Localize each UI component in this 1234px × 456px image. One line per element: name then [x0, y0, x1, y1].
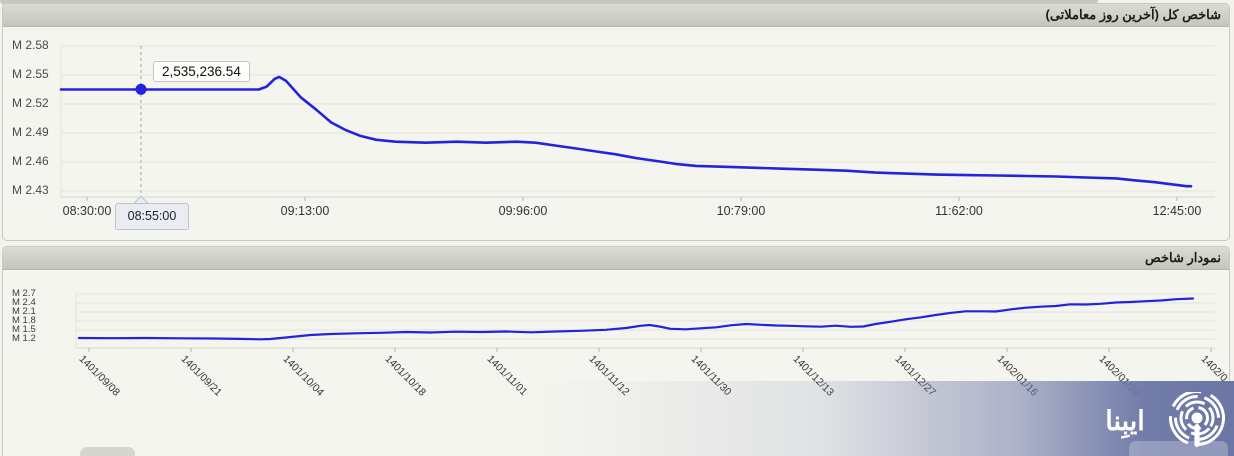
- y-axis-label: M 2.49: [12, 125, 49, 139]
- x-axis-label: 12:45:00: [1152, 204, 1202, 218]
- x-axis-label: 10:79:00: [716, 204, 766, 218]
- y-axis-label: M 2.43: [12, 183, 49, 197]
- y-axis-label: M 2.46: [12, 154, 49, 168]
- x-axis-label: 09:96:00: [498, 204, 548, 218]
- y-axis-label: M 1.2: [12, 333, 36, 344]
- y-axis-label: M 2.55: [12, 67, 49, 81]
- panel-total-index-header: شاخص کل (آخرین روز معاملاتی): [3, 4, 1229, 27]
- y-axis-label: M 1.5: [12, 324, 36, 335]
- y-axis-label: M 2.7: [12, 288, 36, 299]
- marker-value-tooltip: 2,535,236.54: [153, 61, 250, 82]
- history-chart-area[interactable]: M 2.7 M 2.4 M 2.1 M 1.8 M 1.5 M 1.2 1401/09/08…: [3, 270, 1231, 456]
- history-chart-svg[interactable]: [3, 270, 1231, 456]
- x-axis-label: 09:13:00: [280, 204, 330, 218]
- y-axis-label: M 2.1: [12, 306, 36, 317]
- y-axis-label: M 2.52: [12, 96, 49, 110]
- panel-total-index: شاخص کل (آخرین روز معاملاتی) 2,535,236.5…: [2, 3, 1230, 241]
- x-axis-label: 11:62:00: [935, 204, 983, 218]
- y-axis-label: M 2.4: [12, 297, 36, 308]
- y-axis-label: M 2.58: [12, 38, 49, 52]
- y-axis-label: M 1.8: [12, 315, 36, 326]
- intraday-chart-area[interactable]: 2,535,236.54 08:55:00 M 2.58 M 2.55 M 2.52…: [3, 27, 1229, 240]
- panel-index-history: نمودار شاخص M 2.7 M 2.4 M 2.1 M 1.8 M 1.5 M 1…: [2, 246, 1230, 456]
- bottom-left-partial-box: [80, 447, 135, 456]
- panel-index-history-header: نمودار شاخص: [3, 247, 1229, 270]
- panel-index-history-title: نمودار شاخص: [1145, 250, 1221, 265]
- panel-total-index-title: شاخص کل (آخرین روز معاملاتی): [1045, 7, 1222, 22]
- top-partial-bar: [0, 0, 1098, 5]
- intraday-chart-svg[interactable]: [3, 27, 1231, 241]
- marker-dot: [135, 83, 147, 95]
- x-axis-label: 08:30:00: [62, 204, 112, 218]
- watermark-small-box: [1129, 441, 1228, 456]
- time-tooltip: 08:55:00: [115, 203, 189, 230]
